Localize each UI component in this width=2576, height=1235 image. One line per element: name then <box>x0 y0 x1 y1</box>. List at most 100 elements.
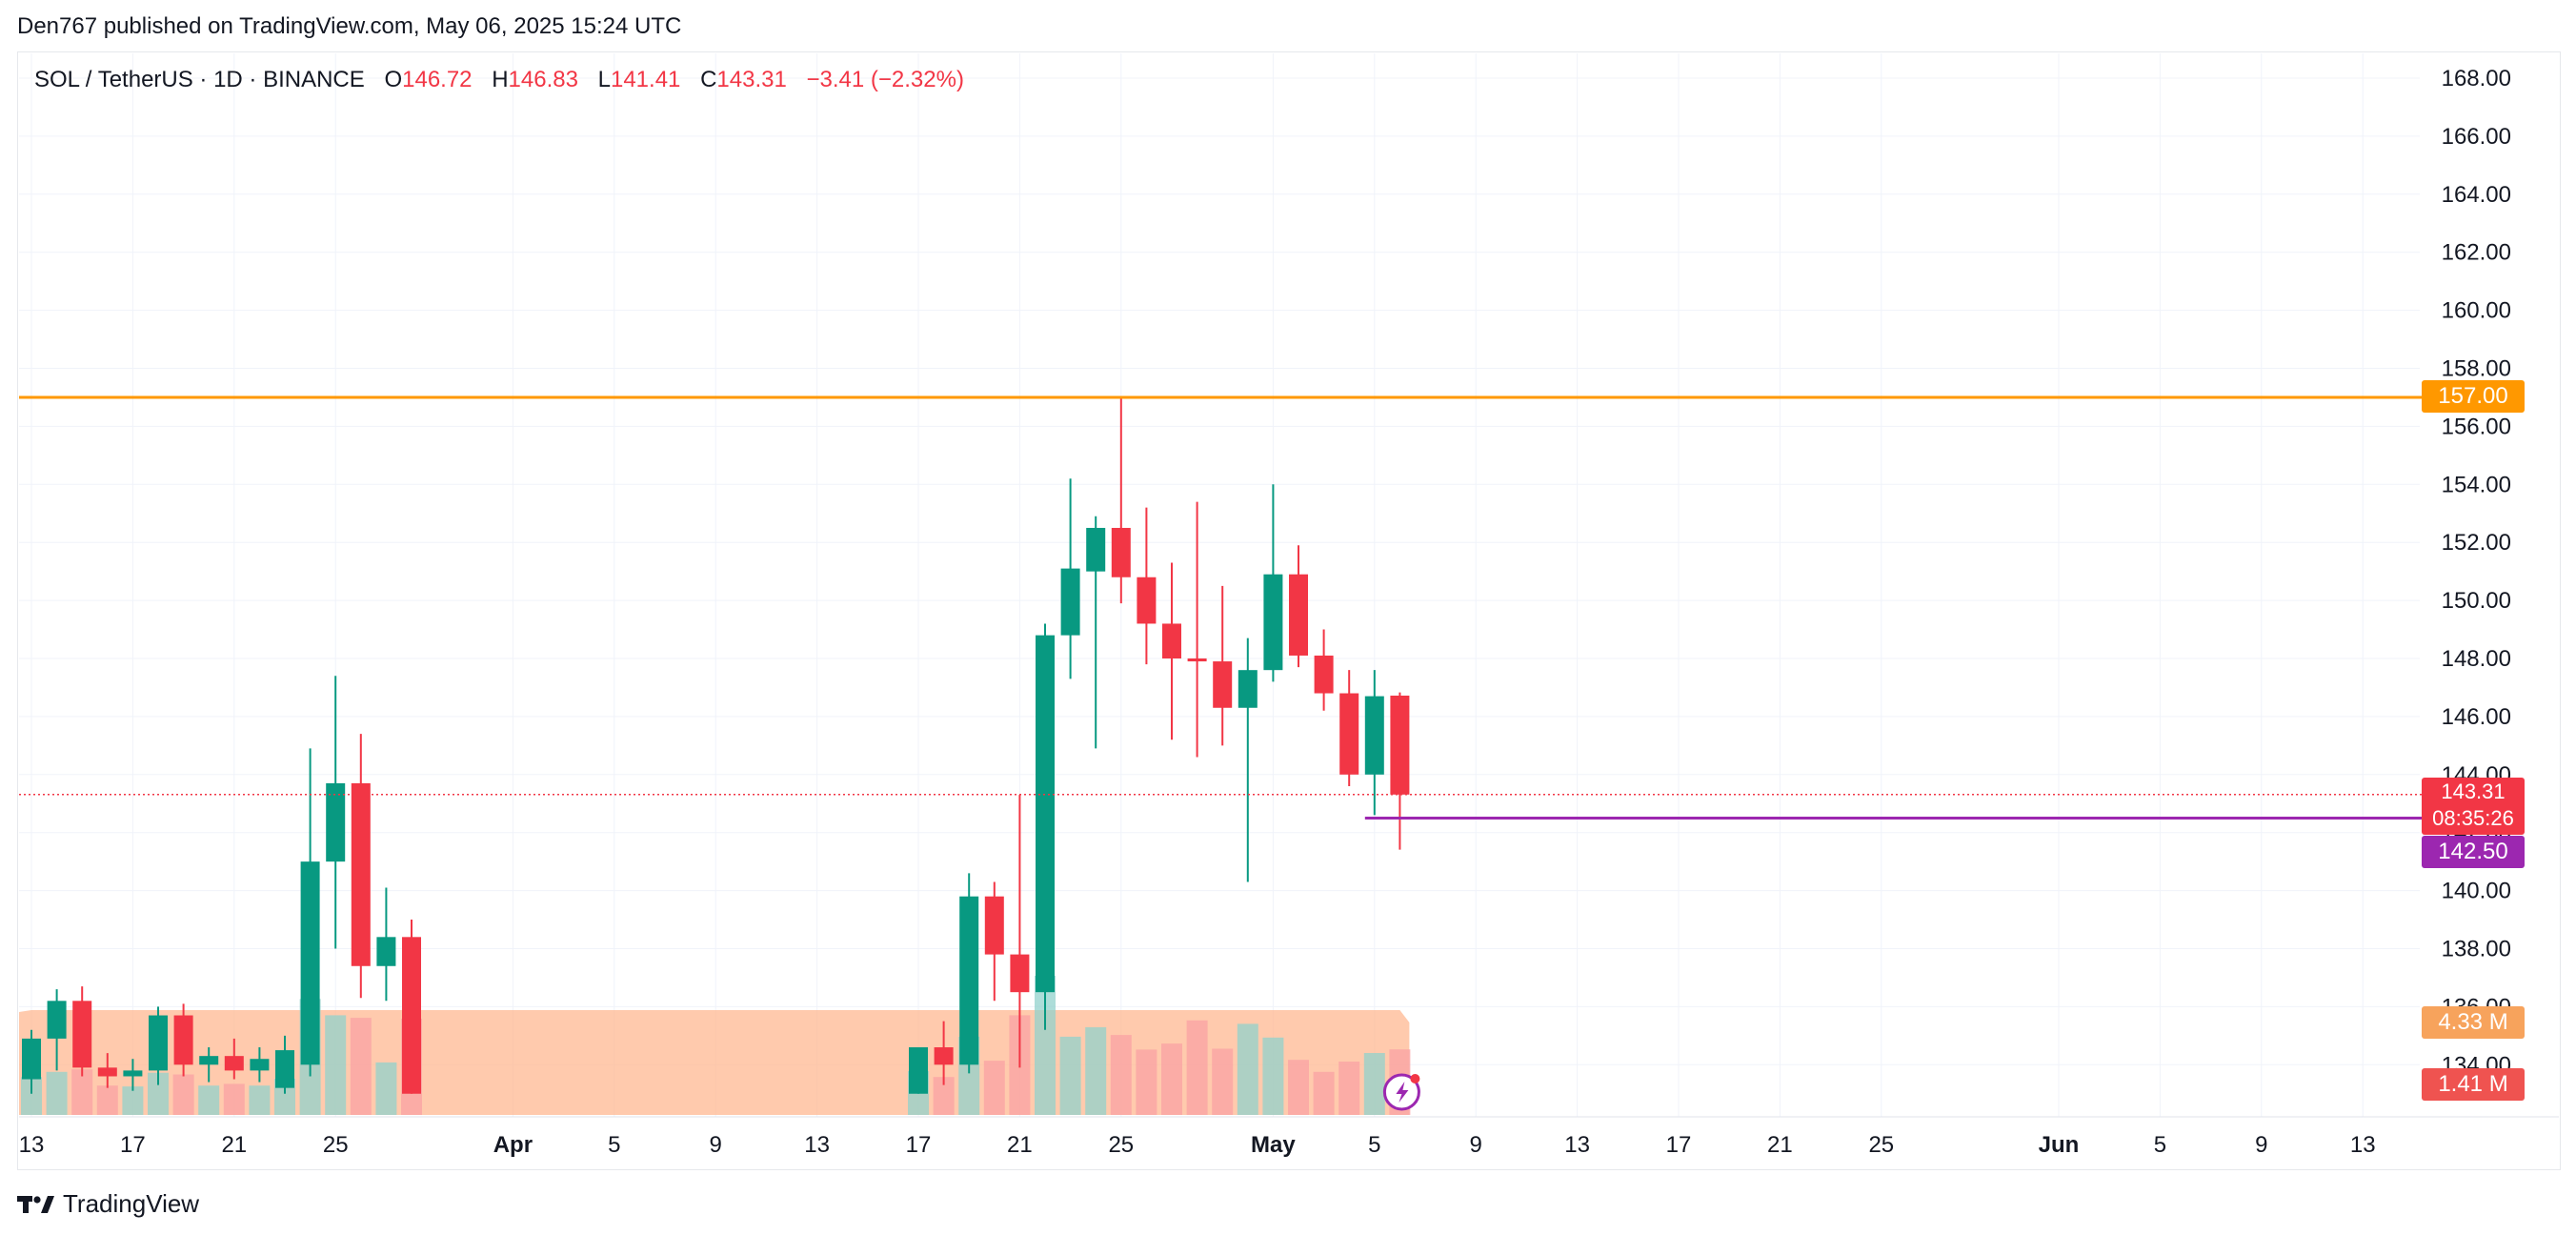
candle-body <box>1289 574 1308 656</box>
volume-bar <box>350 1018 372 1115</box>
candle-body <box>1111 527 1131 577</box>
time-tick-label: May <box>1251 1132 1296 1158</box>
volume-bar <box>1035 976 1056 1115</box>
candle-body <box>1364 696 1384 775</box>
candle-body <box>275 1050 294 1088</box>
candle-body <box>224 1056 244 1071</box>
price-chart[interactable]: 134.00136.00138.00140.00142.00144.00146.… <box>0 0 2576 1182</box>
price-tick-label: 168.00 <box>2442 66 2511 91</box>
open-value: 146.72 <box>402 67 473 92</box>
candle-body <box>1213 661 1233 708</box>
volume-bar <box>198 1085 220 1115</box>
time-tick-label: 17 <box>1666 1132 1692 1158</box>
change-value: −3.41 (−2.32%) <box>806 67 964 92</box>
volume-badge: 1.41 M <box>2422 1068 2525 1101</box>
tradingview-footer[interactable]: TradingView <box>17 1189 199 1219</box>
candle-body <box>326 782 346 862</box>
candle-body <box>1339 693 1359 775</box>
time-tick-label: 21 <box>221 1132 247 1158</box>
candle-body <box>1060 568 1080 636</box>
price-axis: 134.00136.00138.00140.00142.00144.00146.… <box>2442 66 2511 1078</box>
volume-bar <box>21 1077 42 1115</box>
time-tick-label: 13 <box>804 1132 830 1158</box>
candle-body <box>984 896 1004 955</box>
lightning-bolt <box>1396 1082 1409 1103</box>
price-tick-label: 154.00 <box>2442 472 2511 497</box>
volume-bar <box>1110 1035 1132 1115</box>
volume-bar <box>1136 1049 1157 1115</box>
candle-body <box>1162 623 1181 658</box>
volume-ma-badge: 4.33 M <box>2422 1006 2525 1039</box>
volume-bar <box>1288 1060 1309 1115</box>
volume-bar <box>96 1085 118 1115</box>
replay-lightning-icon[interactable] <box>1382 1073 1420 1111</box>
volume-bar <box>983 1061 1005 1115</box>
price-tick-label: 152.00 <box>2442 530 2511 556</box>
volume-bar <box>1363 1053 1385 1115</box>
volume-bar <box>46 1071 68 1115</box>
low-value: 141.41 <box>610 67 681 92</box>
price-tick-label: 148.00 <box>2442 646 2511 672</box>
time-tick-label: 13 <box>2350 1132 2376 1158</box>
candle-body <box>199 1056 219 1065</box>
price-tick-label: 166.00 <box>2442 124 2511 150</box>
time-tick-label: Apr <box>493 1132 533 1158</box>
tradingview-logo-icon <box>17 1195 54 1213</box>
volume-bar <box>148 1072 169 1115</box>
time-tick-label: 5 <box>2154 1132 2166 1158</box>
time-tick-label: 17 <box>120 1132 146 1158</box>
volume-bar <box>1186 1020 1208 1115</box>
volume-bar <box>172 1074 194 1115</box>
time-tick-label: 21 <box>1007 1132 1033 1158</box>
price-tick-label: 156.00 <box>2442 414 2511 439</box>
volume-bar <box>375 1062 397 1115</box>
high-value: 146.83 <box>508 67 578 92</box>
candle-body <box>1010 954 1030 993</box>
time-tick-label: 17 <box>906 1132 932 1158</box>
ohlc-legend: SOL / TetherUS · 1D · BINANCE O146.72 H1… <box>34 67 977 93</box>
price-tick-label: 140.00 <box>2442 879 2511 904</box>
candle-body <box>72 1001 92 1068</box>
price-tick-label: 164.00 <box>2442 182 2511 208</box>
time-tick-label: 13 <box>19 1132 45 1158</box>
horizontal-lines-layer <box>19 395 2422 820</box>
close-label: C <box>700 67 717 92</box>
candle-body <box>1137 577 1157 624</box>
volume-bar <box>1338 1062 1360 1115</box>
candle-body <box>97 1067 117 1077</box>
candle-body <box>934 1047 954 1065</box>
volume-layer <box>19 976 1411 1115</box>
volume-bar <box>933 1077 955 1115</box>
open-label: O <box>384 67 403 92</box>
volume-bar <box>223 1083 245 1115</box>
time-tick-label: 25 <box>1868 1132 1894 1158</box>
candle-body <box>351 782 371 966</box>
candle-body <box>402 937 421 1094</box>
chart-frame[interactable] <box>17 51 2561 1170</box>
symbol-title[interactable]: SOL / TetherUS · 1D · BINANCE <box>34 67 365 92</box>
volume-bar <box>249 1085 271 1115</box>
support-price-badge: 142.50 <box>2422 836 2525 868</box>
time-tick-label: 9 <box>1470 1132 1482 1158</box>
price-tick-label: 146.00 <box>2442 704 2511 730</box>
candle-body <box>149 1015 168 1071</box>
volume-bar <box>1059 1036 1081 1115</box>
candle-body <box>123 1070 143 1077</box>
tradingview-brand: TradingView <box>63 1189 200 1218</box>
candle-body <box>47 1001 67 1039</box>
low-label: L <box>597 67 611 92</box>
time-tick-label: 5 <box>1368 1132 1380 1158</box>
high-label: H <box>492 67 509 92</box>
price-tick-label: 160.00 <box>2442 298 2511 324</box>
price-tick-label: 158.00 <box>2442 356 2511 382</box>
close-value: 143.31 <box>716 67 787 92</box>
volume-bar <box>1237 1023 1258 1115</box>
candle-body <box>1238 670 1258 708</box>
volume-bar <box>1212 1048 1234 1115</box>
volume-bar <box>122 1086 144 1115</box>
volume-bar <box>1085 1027 1107 1115</box>
resistance-price-badge: 157.00 <box>2422 380 2525 413</box>
last-price-badge: 143.31 08:35:26 <box>2422 778 2525 835</box>
candle-body <box>1390 695 1410 795</box>
candle-body <box>300 861 320 1065</box>
